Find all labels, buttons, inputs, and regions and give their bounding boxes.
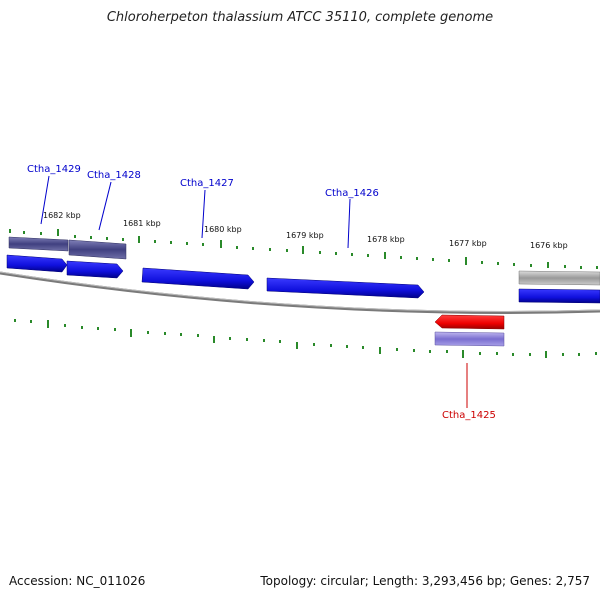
accession-text: Accession: NC_011026	[9, 574, 146, 588]
scale-labels: 1682 kbp 1681 kbp 1680 kbp 1679 kbp 1678…	[43, 211, 568, 250]
reverse-genes	[434, 314, 505, 347]
gene-ctha-1427[interactable]	[141, 267, 255, 290]
forward-genes	[6, 254, 600, 304]
scale-label: 1677 kbp	[449, 239, 487, 248]
gene-label[interactable]: Ctha_1425	[442, 410, 496, 421]
gene-forward-right[interactable]	[518, 288, 600, 304]
scale-label: 1681 kbp	[123, 219, 161, 228]
cds-feature[interactable]	[8, 236, 69, 252]
reverse-cds-feature[interactable]	[434, 331, 505, 347]
other-feature[interactable]	[518, 270, 600, 286]
scale-label: 1676 kbp	[530, 241, 568, 250]
scale-label: 1682 kbp	[43, 211, 81, 220]
gene-ctha-1428[interactable]	[66, 260, 124, 279]
gene-ctha-1429[interactable]	[6, 254, 68, 273]
gene-label-lines	[40, 175, 468, 408]
gene-label[interactable]: Ctha_1427	[180, 178, 234, 189]
gene-ctha-1426[interactable]	[266, 277, 425, 299]
gene-label[interactable]: Ctha_1428	[87, 170, 141, 181]
gene-label[interactable]: Ctha_1426	[325, 188, 379, 199]
upper-tick-marks	[9, 229, 598, 269]
cds-feature[interactable]	[68, 239, 127, 260]
scale-label: 1680 kbp	[204, 225, 242, 234]
gene-label[interactable]: Ctha_1429	[27, 164, 81, 175]
scale-label: 1678 kbp	[367, 235, 405, 244]
gene-labels: Ctha_1429 Ctha_1428 Ctha_1427 Ctha_1426 …	[27, 164, 496, 421]
scale-label: 1679 kbp	[286, 231, 324, 240]
lower-tick-marks	[14, 319, 597, 358]
cds-features	[8, 236, 600, 286]
genome-summary-text: Topology: circular; Length: 3,293,456 bp…	[260, 574, 590, 588]
gene-ctha-1425[interactable]	[434, 314, 505, 330]
genome-title: Chloroherpeton thalassium ATCC 35110, co…	[106, 10, 494, 25]
genome-backbone	[0, 271, 600, 314]
